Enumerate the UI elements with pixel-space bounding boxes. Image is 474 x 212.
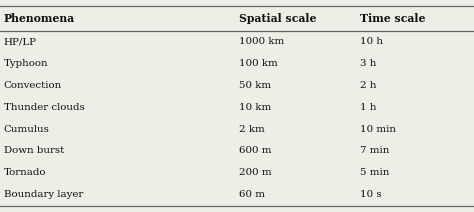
Text: 10 s: 10 s [360,190,382,199]
Text: 7 min: 7 min [360,146,390,155]
Text: 1 h: 1 h [360,103,377,112]
Text: Down burst: Down burst [4,146,64,155]
Text: Spatial scale: Spatial scale [239,13,317,24]
Text: 10 h: 10 h [360,37,383,46]
Text: 50 km: 50 km [239,81,272,90]
Text: 3 h: 3 h [360,59,377,68]
Text: Thunder clouds: Thunder clouds [4,103,84,112]
Text: 10 km: 10 km [239,103,272,112]
Text: 200 m: 200 m [239,168,272,177]
Text: 1000 km: 1000 km [239,37,284,46]
Text: Tornado: Tornado [4,168,46,177]
Text: 2 km: 2 km [239,125,265,134]
Text: Typhoon: Typhoon [4,59,48,68]
Text: Convection: Convection [4,81,62,90]
Text: 600 m: 600 m [239,146,272,155]
Text: Boundary layer: Boundary layer [4,190,83,199]
Text: 2 h: 2 h [360,81,377,90]
Text: 60 m: 60 m [239,190,265,199]
Text: Phenomena: Phenomena [4,13,75,24]
Text: Cumulus: Cumulus [4,125,50,134]
Text: 5 min: 5 min [360,168,390,177]
Text: 10 min: 10 min [360,125,396,134]
Text: HP/LP: HP/LP [4,37,37,46]
Text: 100 km: 100 km [239,59,278,68]
Text: Time scale: Time scale [360,13,426,24]
